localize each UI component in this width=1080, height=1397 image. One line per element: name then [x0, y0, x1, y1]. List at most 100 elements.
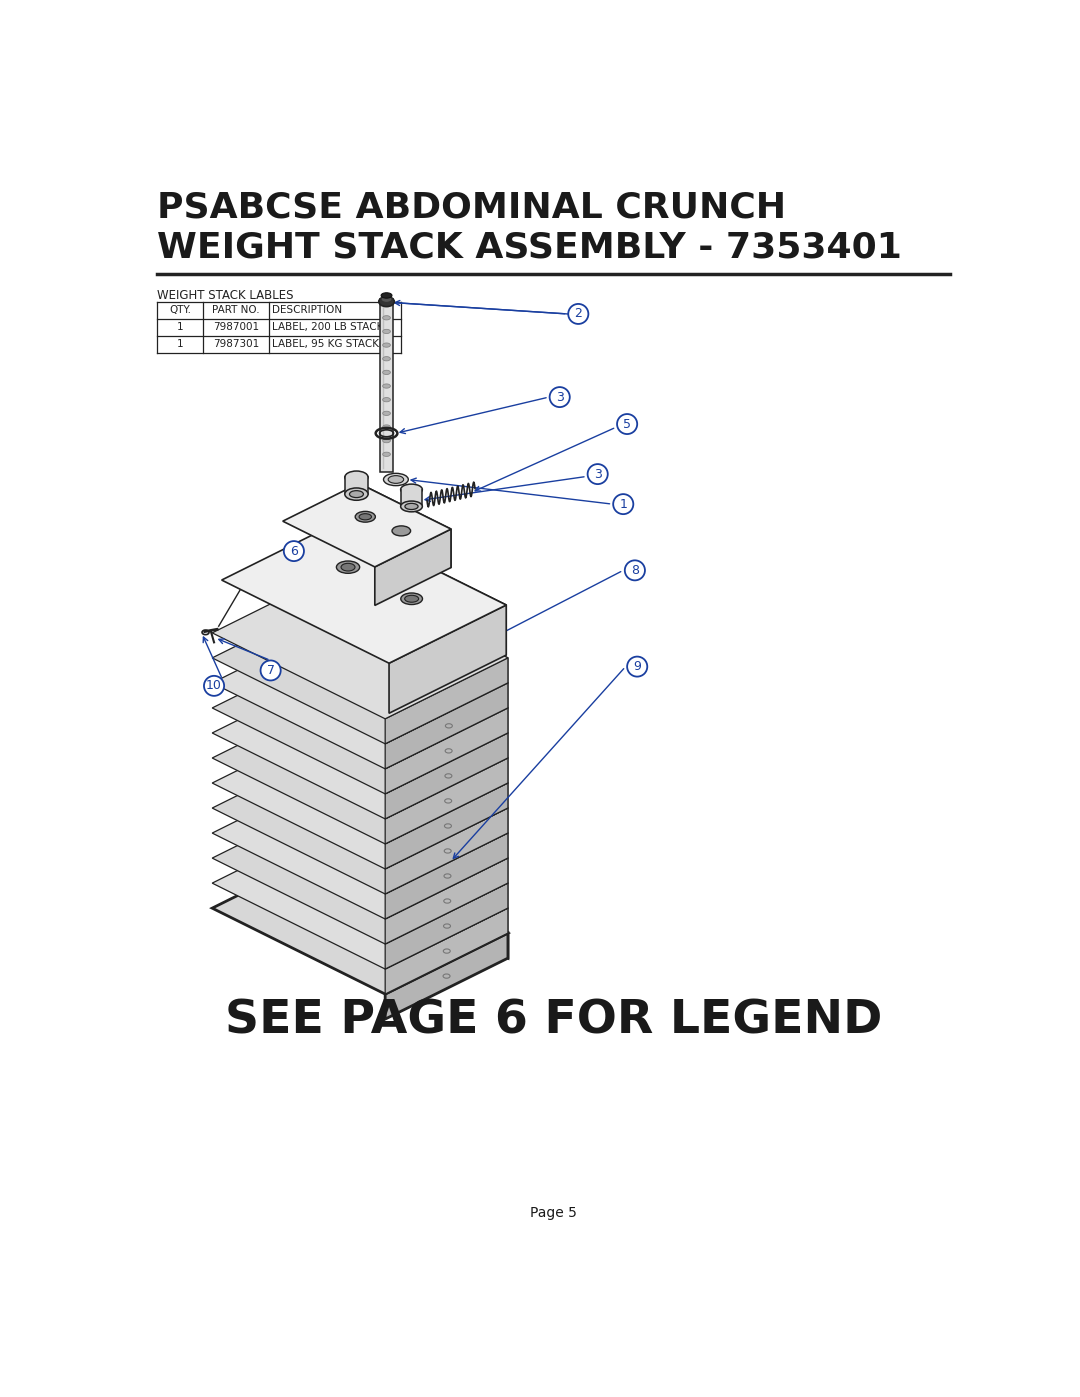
- Text: WEIGHT STACK LABLES: WEIGHT STACK LABLES: [157, 289, 293, 302]
- Ellipse shape: [341, 563, 355, 571]
- Ellipse shape: [382, 370, 390, 374]
- Polygon shape: [283, 483, 451, 567]
- Polygon shape: [386, 833, 508, 919]
- Polygon shape: [386, 658, 508, 743]
- Ellipse shape: [382, 439, 390, 443]
- Polygon shape: [375, 529, 451, 605]
- Polygon shape: [339, 522, 507, 655]
- Polygon shape: [335, 647, 508, 759]
- Polygon shape: [335, 622, 508, 733]
- Ellipse shape: [382, 453, 390, 457]
- Text: PART NO.: PART NO.: [213, 305, 260, 314]
- Polygon shape: [386, 807, 508, 894]
- Circle shape: [284, 541, 303, 562]
- Polygon shape: [212, 672, 508, 819]
- Polygon shape: [335, 672, 508, 782]
- Polygon shape: [212, 697, 508, 844]
- Text: 7987001: 7987001: [213, 321, 259, 331]
- Text: LABEL, 200 LB STACK: LABEL, 200 LB STACK: [272, 321, 383, 331]
- Polygon shape: [386, 733, 508, 819]
- Ellipse shape: [382, 330, 390, 334]
- Ellipse shape: [392, 525, 410, 536]
- Polygon shape: [386, 933, 508, 1018]
- Polygon shape: [212, 647, 508, 793]
- Ellipse shape: [401, 485, 422, 495]
- Text: Page 5: Page 5: [530, 1206, 577, 1221]
- Polygon shape: [221, 522, 507, 664]
- Ellipse shape: [336, 562, 360, 573]
- Text: 3: 3: [594, 468, 602, 481]
- Polygon shape: [212, 597, 508, 743]
- Ellipse shape: [405, 503, 418, 510]
- Circle shape: [260, 661, 281, 680]
- Polygon shape: [335, 798, 508, 908]
- Polygon shape: [212, 823, 508, 970]
- Text: 1: 1: [619, 497, 627, 511]
- Polygon shape: [335, 747, 508, 858]
- Ellipse shape: [337, 548, 350, 555]
- Polygon shape: [386, 858, 508, 944]
- Text: 1: 1: [177, 321, 184, 331]
- Circle shape: [588, 464, 608, 485]
- Circle shape: [617, 414, 637, 434]
- Polygon shape: [389, 605, 507, 714]
- Text: 3: 3: [556, 391, 564, 404]
- Text: 9: 9: [633, 661, 642, 673]
- Polygon shape: [386, 908, 508, 995]
- Polygon shape: [386, 759, 508, 844]
- Text: 2: 2: [575, 307, 582, 320]
- Ellipse shape: [405, 595, 419, 602]
- Polygon shape: [359, 483, 451, 567]
- Polygon shape: [212, 722, 508, 869]
- Ellipse shape: [350, 490, 363, 497]
- Polygon shape: [212, 798, 508, 944]
- Ellipse shape: [381, 296, 392, 302]
- Circle shape: [568, 305, 589, 324]
- Ellipse shape: [401, 502, 422, 511]
- Ellipse shape: [381, 293, 392, 298]
- Polygon shape: [386, 883, 508, 970]
- Text: 5: 5: [623, 418, 631, 430]
- Text: QTY.: QTY.: [168, 305, 191, 314]
- Ellipse shape: [382, 344, 390, 348]
- Ellipse shape: [388, 475, 404, 483]
- Polygon shape: [335, 697, 508, 807]
- Text: 8: 8: [631, 564, 639, 577]
- Ellipse shape: [382, 384, 390, 388]
- Text: WEIGHT STACK ASSEMBLY - 7353401: WEIGHT STACK ASSEMBLY - 7353401: [157, 231, 902, 265]
- Polygon shape: [335, 773, 508, 883]
- Circle shape: [550, 387, 570, 407]
- Text: LABEL, 95 KG STACK: LABEL, 95 KG STACK: [272, 338, 379, 349]
- Ellipse shape: [379, 296, 394, 306]
- Ellipse shape: [382, 425, 390, 429]
- Ellipse shape: [382, 356, 390, 360]
- Bar: [345, 478, 368, 495]
- Text: 10: 10: [206, 679, 222, 693]
- Ellipse shape: [355, 511, 376, 522]
- Polygon shape: [212, 747, 508, 894]
- Polygon shape: [212, 773, 508, 919]
- Text: 6: 6: [289, 545, 298, 557]
- Text: SEE PAGE 6 FOR LEGEND: SEE PAGE 6 FOR LEGEND: [225, 999, 882, 1044]
- Ellipse shape: [383, 474, 408, 486]
- Polygon shape: [386, 782, 508, 869]
- Circle shape: [625, 560, 645, 580]
- Ellipse shape: [382, 398, 390, 402]
- Text: PSABCSE ABDOMINAL CRUNCH: PSABCSE ABDOMINAL CRUNCH: [157, 191, 786, 225]
- Text: DESCRIPTION: DESCRIPTION: [272, 305, 342, 314]
- Text: 7: 7: [267, 664, 274, 678]
- Circle shape: [204, 676, 225, 696]
- Ellipse shape: [345, 471, 368, 483]
- Polygon shape: [386, 708, 508, 793]
- Polygon shape: [335, 597, 508, 708]
- Polygon shape: [335, 722, 508, 833]
- Ellipse shape: [359, 514, 372, 520]
- Ellipse shape: [345, 488, 368, 500]
- Ellipse shape: [382, 316, 390, 320]
- Ellipse shape: [382, 411, 390, 415]
- Ellipse shape: [401, 592, 422, 605]
- Polygon shape: [335, 823, 508, 933]
- Text: 7987301: 7987301: [213, 338, 259, 349]
- Polygon shape: [335, 847, 508, 958]
- Polygon shape: [212, 847, 508, 995]
